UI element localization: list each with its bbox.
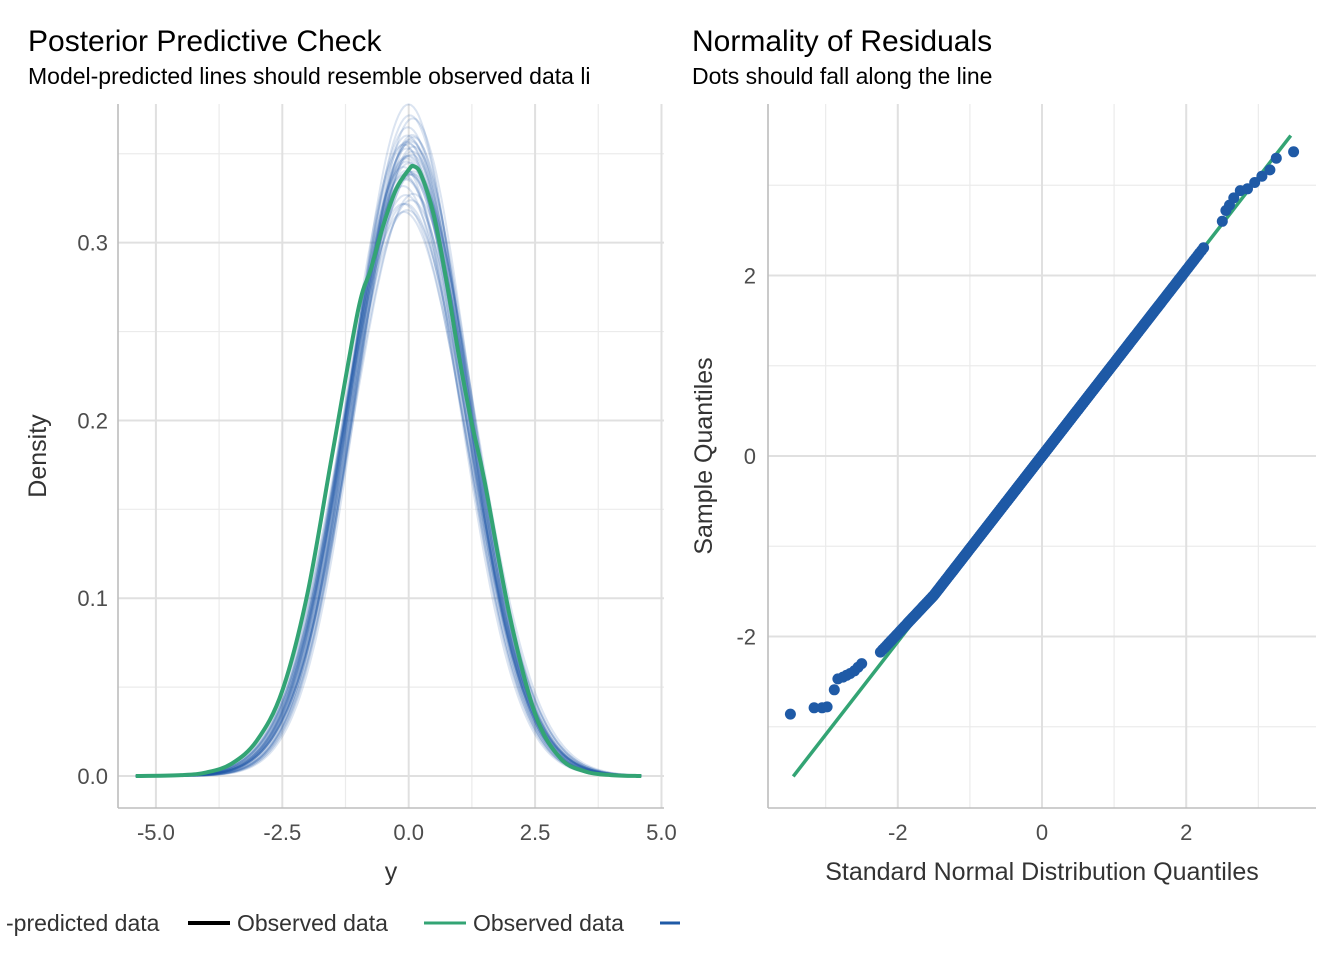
qq-y-tick-label: 0 [744, 444, 756, 469]
qq-point [1242, 183, 1253, 195]
qq-x-tick-label: 2 [1180, 820, 1192, 845]
legend-label-observed-1: Observed data [237, 910, 388, 936]
ppc-predicted-draw-line [135, 170, 642, 777]
ppc-y-tick-label: 0.0 [77, 764, 108, 789]
ppc-predicted-draw-line [135, 173, 642, 777]
ppc-observed-data-line [135, 163, 642, 778]
ppc-predicted-draw-line [135, 153, 642, 777]
qq-point [1264, 164, 1276, 176]
ppc-predicted-draw-line [135, 202, 642, 777]
ppc-predicted-draw-line [135, 136, 642, 777]
qq-point [1198, 242, 1210, 254]
ppc-predicted-draw-line [135, 165, 642, 777]
qq-point [1228, 192, 1240, 204]
ppc-y-axis-title: Density [24, 414, 52, 498]
qq-x-tick-label: -2 [888, 820, 908, 845]
qq-panel: Normality of Residuals Dots should fall … [690, 25, 1316, 886]
qq-y-axis-title: Sample Quantiles [690, 357, 718, 554]
legend-label-predicted: -predicted data [6, 910, 160, 936]
qq-y-tick-label: 2 [744, 263, 756, 288]
qq-point [1270, 152, 1282, 164]
ppc-x-axis-title: y [385, 858, 398, 886]
qq-gridlines [768, 104, 1316, 808]
ppc-predicted-draw-line [135, 155, 642, 777]
qq-point [1256, 170, 1268, 182]
ppc-predicted-draw-line [135, 170, 642, 777]
qq-x-tick-label: 0 [1036, 820, 1048, 845]
ppc-predicted-draw-line [135, 210, 642, 777]
ppc-x-tick-label: 5.0 [646, 820, 677, 845]
ppc-predicted-draw-line [135, 157, 642, 777]
ppc-y-tick-label: 0.1 [77, 586, 108, 611]
qq-points [784, 146, 1300, 720]
ppc-panel: Posterior Predictive Check Model-predict… [24, 25, 677, 886]
ppc-predicted-draw-line [135, 154, 642, 777]
ppc-tick-labels: -5.0 -2.5 0.0 2.5 5.0 0.0 0.1 0.2 0.3 [77, 231, 676, 845]
ppc-subtitle: Model-predicted lines should resemble ob… [28, 63, 591, 89]
qq-point [1249, 177, 1261, 188]
ppc-predicted-draw-line [135, 140, 642, 777]
ppc-y-tick-label: 0.2 [77, 408, 108, 433]
ppc-predicted-draw-line [135, 193, 642, 777]
ppc-predicted-draw-line [135, 160, 642, 777]
ppc-predicted-draw-line [135, 143, 642, 777]
ppc-predicted-draw-line [135, 209, 642, 777]
ppc-predicted-draw-line [135, 192, 642, 777]
qq-title: Normality of Residuals [692, 25, 992, 58]
qq-point [828, 684, 840, 696]
ppc-x-tick-label: 0.0 [393, 820, 424, 845]
ppc-predicted-draw-line [135, 199, 642, 777]
qq-point [808, 702, 820, 714]
ppc-predicted-draw-line [135, 169, 642, 777]
ppc-observed-line [135, 163, 642, 778]
ppc-predicted-draw-line [135, 172, 642, 777]
ppc-predicted-draw-line [135, 103, 642, 777]
ppc-axes [117, 104, 664, 809]
ppc-x-tick-label: -2.5 [263, 820, 301, 845]
legend-label-observed-2: Observed data [473, 910, 624, 936]
ppc-predicted-draw-line [135, 166, 642, 777]
ppc-predicted-draw-line [135, 173, 642, 777]
ppc-predicted-draw-line [135, 147, 642, 777]
qq-subtitle: Dots should fall along the line [692, 63, 992, 89]
ppc-predicted-draw-line [135, 172, 642, 777]
qq-point [856, 658, 868, 670]
qq-axes [767, 104, 1316, 809]
legend: -predicted data Observed data Observed d… [6, 910, 680, 936]
ppc-title: Posterior Predictive Check [28, 25, 382, 58]
qq-tick-labels: -2 0 2 -2 0 2 [736, 263, 1192, 845]
ppc-predicted-draw-line [135, 161, 642, 777]
qq-point [1288, 146, 1300, 158]
ppc-predicted-draw-line [135, 150, 642, 777]
ppc-predicted-draw-line [135, 177, 642, 777]
ppc-y-tick-label: 0.3 [77, 231, 108, 256]
qq-point [821, 701, 833, 713]
ppc-predicted-draw-line [135, 145, 642, 777]
ppc-predicted-draw-line [135, 202, 642, 777]
qq-point [784, 708, 796, 720]
ppc-x-tick-label: 2.5 [520, 820, 551, 845]
qq-y-tick-label: -2 [736, 625, 756, 650]
qq-point [1216, 215, 1228, 227]
qq-x-axis-title: Standard Normal Distribution Quantiles [825, 858, 1259, 886]
ppc-x-tick-label: -5.0 [137, 820, 175, 845]
